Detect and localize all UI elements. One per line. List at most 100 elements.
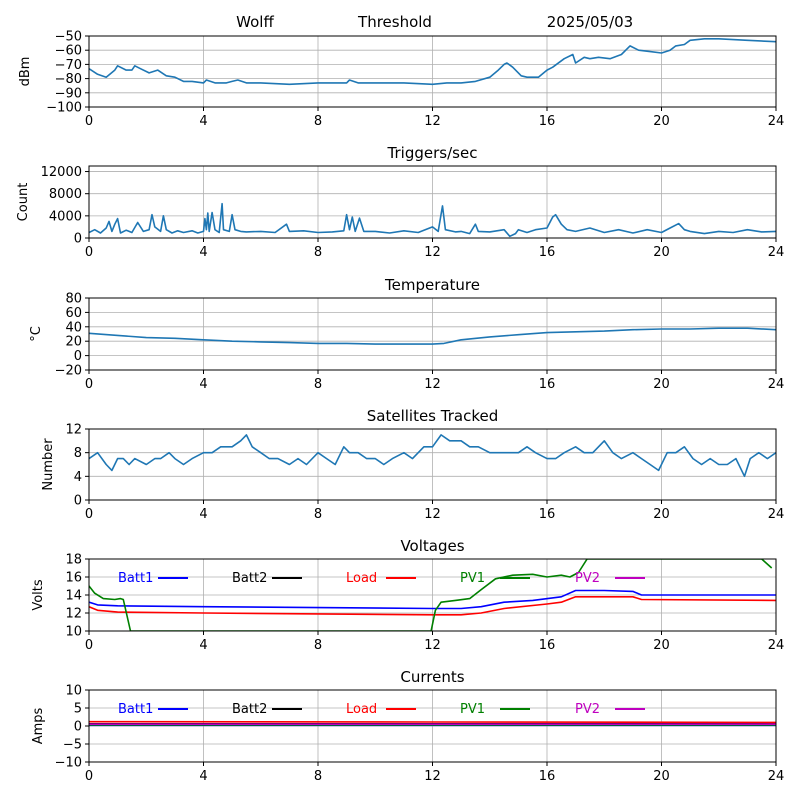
x-tick-label: 4 — [199, 507, 207, 522]
series-group — [89, 720, 776, 727]
y-tick-label: −5 — [63, 738, 82, 753]
y-axis-label: Count — [16, 183, 31, 222]
panel-title: Voltages — [400, 537, 464, 555]
x-tick-label: 20 — [653, 769, 670, 784]
legend-label-batt1: Batt1 — [118, 571, 153, 586]
y-tick-label: −60 — [55, 44, 82, 59]
x-tick-label: 16 — [539, 245, 556, 260]
y-axis-label: °C — [29, 326, 44, 342]
x-tick-label: 16 — [539, 377, 556, 392]
y-tick-label: −100 — [46, 101, 82, 116]
header-date: 2025/05/03 — [547, 13, 633, 31]
y-tick-label: 12 — [65, 423, 82, 438]
y-tick-label: 80 — [65, 292, 82, 307]
legend-label-pv1: PV1 — [460, 702, 485, 717]
header-kind: Threshold — [357, 13, 432, 31]
series-line-data — [89, 37, 776, 86]
x-tick-label: 0 — [85, 377, 93, 392]
x-tick-label: 8 — [314, 245, 322, 260]
x-tick-label: 8 — [314, 114, 322, 129]
legend-label-batt2: Batt2 — [232, 702, 267, 717]
x-tick-label: 4 — [199, 245, 207, 260]
y-tick-label: 4000 — [49, 209, 82, 224]
x-tick-label: 24 — [768, 377, 785, 392]
panel-title: Satellites Tracked — [367, 407, 498, 425]
series-line-data — [89, 327, 776, 345]
x-tick-label: 20 — [653, 377, 670, 392]
x-tick-label: 20 — [653, 507, 670, 522]
y-tick-label: 12 — [65, 607, 82, 622]
y-axis-label: Number — [41, 438, 56, 491]
x-tick-label: 8 — [314, 507, 322, 522]
legend-label-batt2: Batt2 — [232, 571, 267, 586]
x-tick-label: 0 — [85, 245, 93, 260]
x-tick-label: 24 — [768, 114, 785, 129]
x-tick-label: 12 — [424, 245, 441, 260]
x-tick-label: 12 — [424, 638, 441, 653]
legend-label-pv2: PV2 — [575, 571, 600, 586]
y-tick-label: −50 — [55, 30, 82, 45]
x-tick-label: 16 — [539, 114, 556, 129]
x-tick-label: 16 — [539, 638, 556, 653]
panel-5: 0 4 8 12 16 20 24 10 12 14 16 18 Voltages Volts Batt1 B… — [31, 537, 784, 653]
x-tick-label: 0 — [85, 507, 93, 522]
panel-title: Triggers/sec — [387, 144, 478, 162]
y-tick-label: 5 — [74, 702, 82, 717]
y-axis-label: Amps — [31, 707, 46, 744]
panel-title: Currents — [400, 668, 464, 686]
panel-4: 0 4 8 12 16 20 24 0 4 8 12 Satellites Tracked Number — [41, 407, 784, 522]
y-tick-label: 10 — [65, 625, 82, 640]
y-tick-label: 14 — [65, 589, 82, 604]
x-tick-label: 4 — [199, 638, 207, 653]
y-tick-label: 16 — [65, 571, 82, 586]
legend-label-load: Load — [346, 571, 377, 586]
y-tick-label: −80 — [55, 72, 82, 87]
x-tick-label: 24 — [768, 769, 785, 784]
series-group — [89, 327, 776, 345]
y-tick-label: 8 — [74, 446, 82, 461]
x-tick-label: 0 — [85, 114, 93, 129]
legend-label-batt1: Batt1 — [118, 702, 153, 717]
x-tick-label: 12 — [424, 377, 441, 392]
series-line-data — [89, 202, 776, 238]
series-line-load — [89, 595, 776, 616]
series-group — [89, 434, 776, 478]
y-tick-label: 12000 — [41, 165, 82, 180]
series-group — [89, 202, 776, 238]
series-group — [89, 559, 776, 631]
y-tick-label: 18 — [65, 553, 82, 568]
series-group — [89, 37, 776, 86]
series-line-data — [89, 434, 776, 478]
y-tick-label: 4 — [74, 470, 82, 485]
y-tick-label: 8000 — [49, 187, 82, 202]
x-tick-label: 20 — [653, 245, 670, 260]
x-tick-label: 24 — [768, 638, 785, 653]
x-tick-label: 20 — [653, 638, 670, 653]
x-tick-label: 0 — [85, 769, 93, 784]
y-axis-label: dBm — [18, 57, 33, 87]
x-tick-label: 0 — [85, 638, 93, 653]
legend-label-load: Load — [346, 702, 377, 717]
x-tick-label: 8 — [314, 638, 322, 653]
x-tick-label: 4 — [199, 377, 207, 392]
series-line-batt1 — [89, 589, 776, 610]
x-tick-label: 4 — [199, 769, 207, 784]
y-tick-label: 60 — [65, 306, 82, 321]
panel-1: 0 4 8 12 16 20 24 −100−90−80−70−60−50 dBm — [18, 30, 784, 130]
y-axis-label: Volts — [31, 579, 46, 611]
y-tick-label: 40 — [65, 320, 82, 335]
x-tick-label: 12 — [424, 769, 441, 784]
x-tick-label: 8 — [314, 377, 322, 392]
x-tick-label: 4 — [199, 114, 207, 129]
x-tick-label: 20 — [653, 114, 670, 129]
legend-label-pv2: PV2 — [575, 702, 600, 717]
panel-6: 0 4 8 12 16 20 24 −10 −5 0 5 10 Currents Amps Batt1 Bat… — [31, 668, 784, 784]
y-tick-label: 0 — [74, 720, 82, 735]
y-tick-label: 10 — [65, 684, 82, 699]
series-line-pv1 — [89, 559, 773, 631]
x-tick-label: 16 — [539, 769, 556, 784]
series-line-load — [89, 720, 776, 724]
